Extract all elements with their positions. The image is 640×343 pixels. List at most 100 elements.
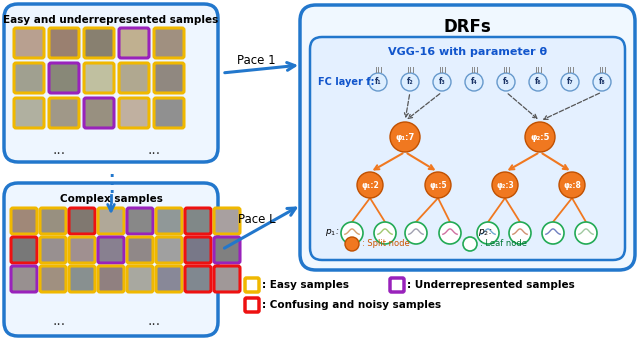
FancyBboxPatch shape [245,298,259,312]
Circle shape [345,237,359,251]
FancyBboxPatch shape [14,28,44,58]
FancyBboxPatch shape [69,208,95,234]
FancyBboxPatch shape [14,63,44,93]
Text: $p_2$:: $p_2$: [478,227,492,238]
Circle shape [405,222,427,244]
Text: f₈: f₈ [598,78,605,86]
Circle shape [425,172,451,198]
Text: .: . [108,163,114,181]
Circle shape [497,73,515,91]
FancyBboxPatch shape [98,237,124,263]
Text: FC layer f:: FC layer f: [318,77,374,87]
Text: φ₁:5: φ₁:5 [429,180,447,189]
Text: φ₁:7: φ₁:7 [396,132,415,142]
FancyBboxPatch shape [185,266,211,292]
Circle shape [477,222,499,244]
Text: .: . [108,171,114,189]
FancyBboxPatch shape [4,4,218,162]
FancyBboxPatch shape [98,266,124,292]
Text: f₄: f₄ [470,78,477,86]
Text: .: . [108,179,114,197]
FancyBboxPatch shape [49,28,79,58]
Text: f₆: f₆ [534,78,541,86]
Text: DRFs: DRFs [444,18,492,36]
Circle shape [529,73,547,91]
Circle shape [401,73,419,91]
Text: Pace L: Pace L [237,213,275,226]
Circle shape [390,122,420,152]
FancyBboxPatch shape [156,266,182,292]
Text: $p_1$:: $p_1$: [325,227,339,238]
Text: ...: ... [52,314,65,328]
FancyBboxPatch shape [300,5,635,270]
Text: f₂: f₂ [406,78,413,86]
FancyBboxPatch shape [185,237,211,263]
Circle shape [369,73,387,91]
FancyBboxPatch shape [4,183,218,336]
FancyBboxPatch shape [84,98,114,128]
FancyBboxPatch shape [185,208,211,234]
FancyBboxPatch shape [154,98,184,128]
Circle shape [561,73,579,91]
FancyBboxPatch shape [40,266,66,292]
Circle shape [341,222,363,244]
Circle shape [509,222,531,244]
Text: ...: ... [147,143,161,157]
FancyBboxPatch shape [390,278,404,292]
FancyBboxPatch shape [154,63,184,93]
Text: φ₂:5: φ₂:5 [531,132,550,142]
FancyBboxPatch shape [40,208,66,234]
FancyBboxPatch shape [98,208,124,234]
Circle shape [525,122,555,152]
FancyBboxPatch shape [156,237,182,263]
Circle shape [559,172,585,198]
FancyBboxPatch shape [40,237,66,263]
FancyBboxPatch shape [127,237,153,263]
Text: f₇: f₇ [566,78,573,86]
Text: ...: ... [52,143,65,157]
FancyBboxPatch shape [49,63,79,93]
Text: f₃: f₃ [438,78,445,86]
FancyBboxPatch shape [119,28,149,58]
Circle shape [357,172,383,198]
FancyBboxPatch shape [11,208,37,234]
Text: VGG-16 with parameter θ: VGG-16 with parameter θ [388,47,547,57]
FancyBboxPatch shape [127,266,153,292]
FancyBboxPatch shape [14,98,44,128]
Text: φ₂:3: φ₂:3 [496,180,514,189]
FancyBboxPatch shape [214,208,240,234]
FancyBboxPatch shape [84,63,114,93]
Text: ...: ... [147,314,161,328]
Text: Easy and underrepresented samples: Easy and underrepresented samples [3,15,219,25]
Circle shape [465,73,483,91]
Circle shape [593,73,611,91]
FancyBboxPatch shape [127,208,153,234]
Circle shape [463,237,477,251]
Circle shape [542,222,564,244]
FancyBboxPatch shape [214,237,240,263]
FancyBboxPatch shape [214,266,240,292]
FancyBboxPatch shape [69,266,95,292]
FancyBboxPatch shape [11,266,37,292]
FancyBboxPatch shape [84,28,114,58]
FancyBboxPatch shape [154,28,184,58]
Circle shape [439,222,461,244]
FancyBboxPatch shape [156,208,182,234]
Text: : Underrepresented samples: : Underrepresented samples [407,280,575,290]
FancyBboxPatch shape [49,98,79,128]
Text: Complex samples: Complex samples [60,194,163,204]
Text: φ₁:2: φ₁:2 [361,180,379,189]
FancyBboxPatch shape [11,237,37,263]
FancyBboxPatch shape [119,63,149,93]
Text: Pace 1: Pace 1 [237,55,276,68]
Circle shape [374,222,396,244]
Text: φ₂:8: φ₂:8 [563,180,581,189]
Text: f₅: f₅ [502,78,509,86]
Text: : Split node: : Split node [362,239,410,248]
FancyBboxPatch shape [69,237,95,263]
Text: : Easy samples: : Easy samples [262,280,349,290]
Text: : Leaf node: : Leaf node [480,239,527,248]
Text: : Confusing and noisy samples: : Confusing and noisy samples [262,300,441,310]
FancyBboxPatch shape [310,37,625,260]
Circle shape [433,73,451,91]
